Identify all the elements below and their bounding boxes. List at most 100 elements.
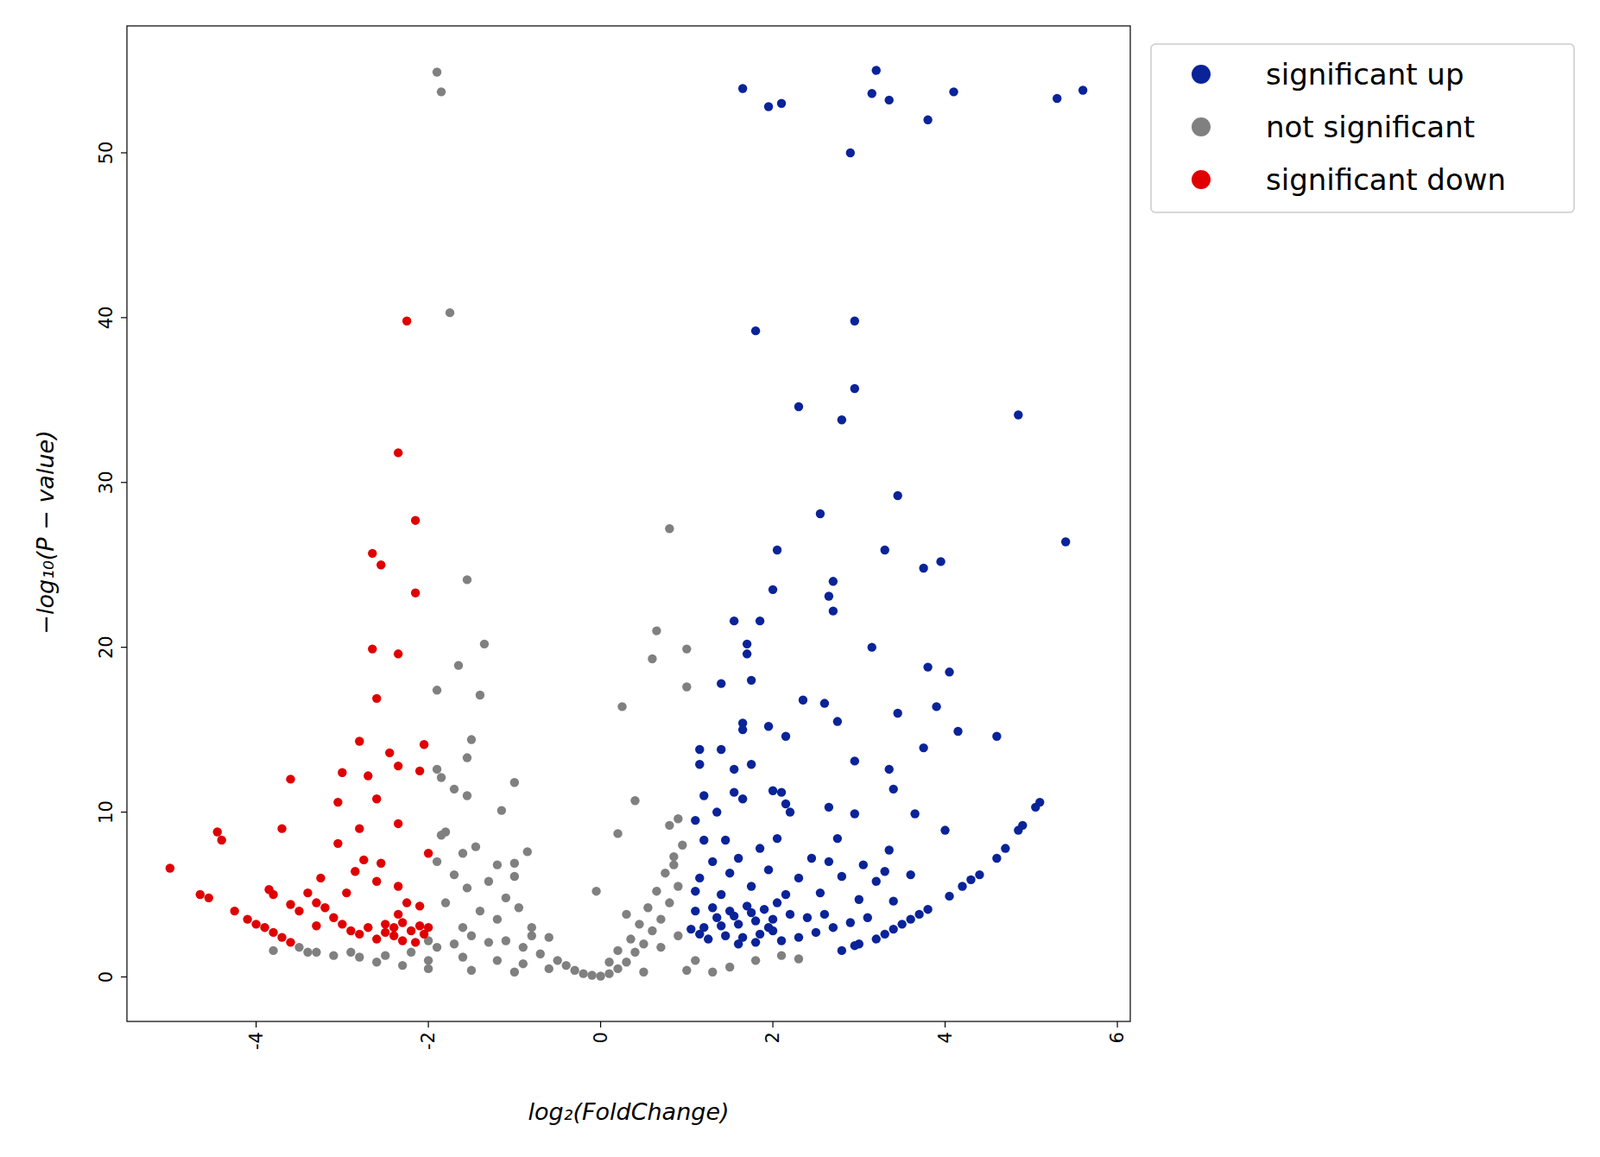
point <box>398 917 407 927</box>
point <box>772 545 782 555</box>
point <box>940 825 949 835</box>
point <box>432 685 442 695</box>
point <box>467 966 476 975</box>
point <box>311 898 321 907</box>
point <box>454 660 463 670</box>
point <box>785 807 795 816</box>
point <box>458 952 468 962</box>
point <box>350 866 360 876</box>
point <box>798 695 808 705</box>
point <box>811 928 821 937</box>
point <box>1000 843 1010 853</box>
point <box>669 852 678 861</box>
point <box>699 835 709 845</box>
point <box>458 923 468 932</box>
x-tick-label: -4 <box>246 1031 267 1050</box>
point <box>703 934 713 943</box>
point <box>341 888 351 898</box>
point <box>729 765 739 774</box>
point <box>764 101 773 111</box>
point <box>867 642 877 652</box>
point <box>833 834 842 843</box>
point <box>320 903 329 912</box>
point <box>785 910 795 919</box>
point <box>897 919 906 929</box>
point <box>328 950 338 960</box>
point <box>781 890 791 899</box>
point <box>229 906 239 916</box>
point <box>484 877 494 886</box>
legend-marker <box>1191 117 1211 137</box>
point <box>712 807 721 816</box>
point <box>432 857 442 867</box>
point <box>372 694 381 703</box>
point <box>475 690 485 700</box>
point <box>393 910 403 919</box>
point <box>910 809 919 818</box>
point <box>501 935 511 945</box>
point <box>285 774 295 784</box>
point <box>824 857 834 867</box>
point <box>708 903 717 912</box>
point <box>695 873 704 883</box>
point <box>536 949 545 959</box>
legend-label: significant down <box>1265 162 1506 197</box>
x-tick-label: 2 <box>762 1031 784 1044</box>
point <box>880 866 890 876</box>
point <box>664 898 674 907</box>
point <box>402 898 412 907</box>
point <box>294 942 304 952</box>
point <box>918 743 928 753</box>
point <box>742 649 752 658</box>
chart: -4-2024601020304050log₂(FoldChange)−log₁… <box>0 0 1600 1157</box>
point <box>966 875 975 885</box>
point <box>432 67 442 76</box>
point <box>411 937 420 947</box>
point <box>755 929 765 939</box>
point <box>716 678 726 688</box>
point <box>467 734 476 744</box>
point <box>828 606 838 615</box>
point <box>493 860 502 869</box>
point <box>837 946 847 955</box>
point <box>372 957 381 967</box>
point <box>475 906 485 916</box>
point <box>569 966 579 975</box>
point <box>725 962 734 972</box>
point <box>251 919 260 929</box>
point <box>820 910 829 919</box>
point <box>992 853 1001 863</box>
point <box>850 809 860 818</box>
point <box>682 966 691 975</box>
point <box>931 701 941 711</box>
point <box>794 873 804 883</box>
point <box>660 868 670 878</box>
point <box>781 799 791 809</box>
point <box>923 904 932 914</box>
point <box>432 765 442 774</box>
point <box>889 784 899 794</box>
point <box>885 95 894 105</box>
point <box>402 316 412 326</box>
point <box>613 946 622 955</box>
point <box>480 639 489 649</box>
point <box>165 863 175 873</box>
point <box>621 910 631 919</box>
point <box>204 893 214 903</box>
point <box>1013 825 1023 835</box>
point <box>733 853 743 863</box>
point <box>449 784 459 794</box>
point <box>510 859 519 868</box>
point <box>992 732 1001 741</box>
point <box>423 848 433 858</box>
point <box>850 941 860 950</box>
point <box>669 860 678 869</box>
point <box>268 946 278 955</box>
point <box>406 926 416 936</box>
point <box>923 115 932 125</box>
legend-label: significant up <box>1265 56 1465 92</box>
point <box>733 939 743 949</box>
point <box>372 877 381 886</box>
point <box>630 796 639 805</box>
point <box>346 926 355 936</box>
